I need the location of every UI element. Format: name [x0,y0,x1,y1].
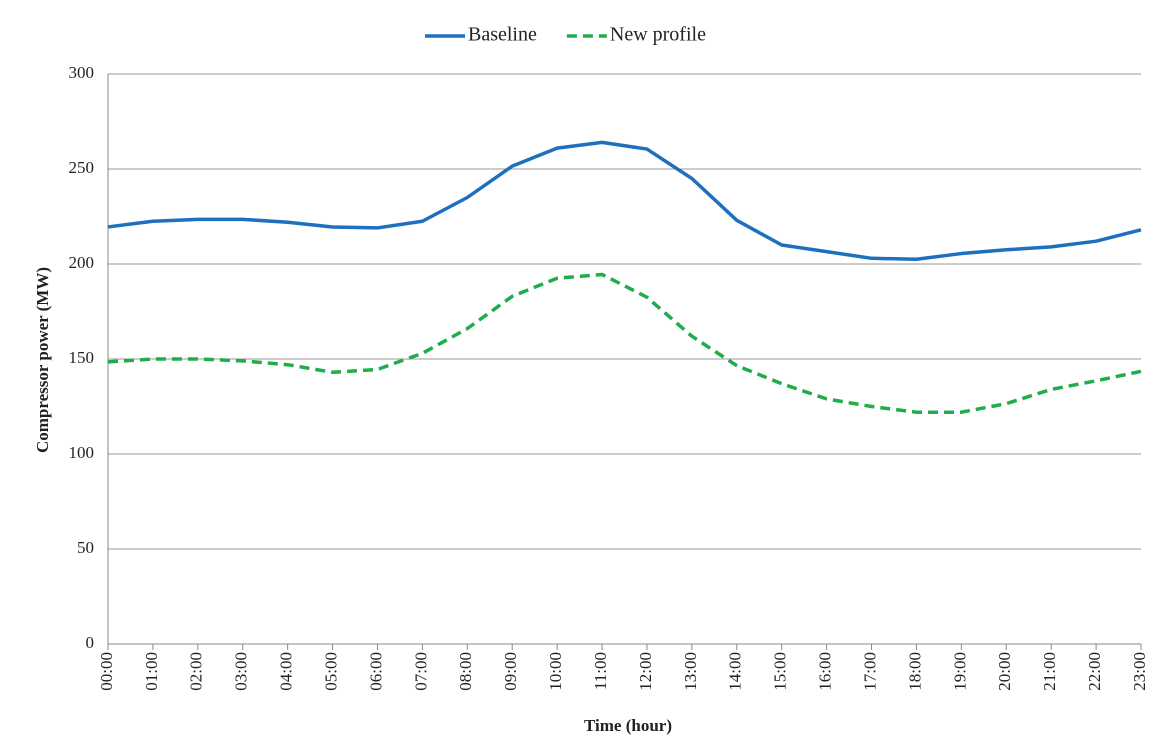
x-tick-label: 17:00 [860,652,879,691]
y-tick-label: 200 [69,253,95,272]
x-tick-label: 08:00 [456,652,475,691]
y-axis-title: Compressor power (MW) [33,267,52,453]
legend-label: Baseline [468,24,537,46]
x-tick-label: 12:00 [636,652,655,691]
x-tick-label: 22:00 [1085,652,1104,691]
y-tick-label: 0 [86,633,95,652]
series-line [107,140,1142,261]
x-tick-label: 07:00 [411,652,430,691]
x-tick-label: 21:00 [1040,652,1059,691]
x-tick-label: 20:00 [995,652,1014,691]
x-tick-label: 18:00 [905,652,924,691]
x-tick-label: 13:00 [681,652,700,691]
y-tick-label: 50 [77,538,94,557]
x-tick-label: 10:00 [546,652,565,691]
x-tick-label: 14:00 [726,652,745,691]
x-tick-label: 19:00 [950,652,969,691]
series-line [107,272,1142,414]
x-tick-label: 05:00 [321,652,340,691]
x-tick-label: 11:00 [591,652,610,690]
x-tick-label: 06:00 [366,652,385,691]
x-tick-label: 04:00 [277,652,296,691]
x-tick-label: 00:00 [97,652,116,691]
x-tick-label: 03:00 [232,652,251,691]
x-tick-label: 02:00 [187,652,206,691]
y-tick-label: 100 [69,443,95,462]
y-tick-label: 150 [69,348,95,367]
y-tick-label: 250 [69,158,95,177]
x-tick-label: 16:00 [816,652,835,691]
x-tick-label: 23:00 [1130,652,1149,691]
x-axis-title: Time (hour) [584,716,672,735]
x-tick-label: 01:00 [142,652,161,691]
y-tick-label: 300 [69,63,95,82]
x-tick-label: 15:00 [771,652,790,691]
x-tick-label: 09:00 [501,652,520,691]
legend-label: New profile [610,24,706,46]
